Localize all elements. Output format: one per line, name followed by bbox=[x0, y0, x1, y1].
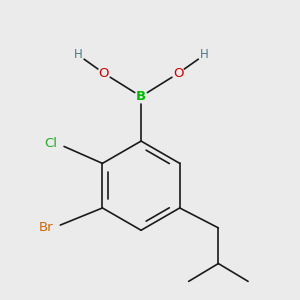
Text: H: H bbox=[200, 48, 209, 62]
Text: O: O bbox=[173, 67, 184, 80]
Text: Cl: Cl bbox=[44, 137, 57, 150]
Text: Br: Br bbox=[39, 221, 53, 234]
Text: O: O bbox=[99, 67, 109, 80]
Text: H: H bbox=[74, 48, 82, 62]
Text: B: B bbox=[136, 90, 146, 103]
